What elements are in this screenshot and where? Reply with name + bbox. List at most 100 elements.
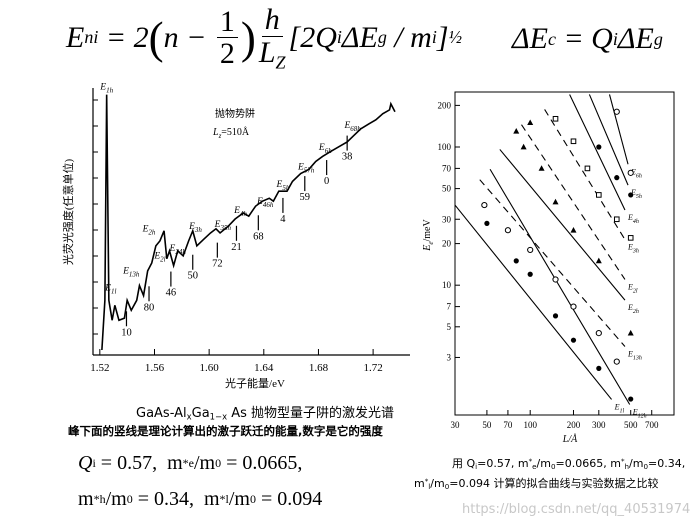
x-tick-label: 1.68 bbox=[309, 362, 329, 374]
curve-label: E3h bbox=[627, 243, 639, 255]
data-point bbox=[613, 216, 620, 223]
x-tick-label: 500 bbox=[624, 420, 638, 430]
peak-label: E2l bbox=[153, 252, 165, 264]
y-tick-label: 7 bbox=[447, 302, 452, 312]
curve-label: E13h bbox=[627, 350, 642, 362]
y-tick-label: 200 bbox=[438, 100, 452, 110]
peak-label: E1l bbox=[104, 284, 116, 296]
data-point bbox=[552, 115, 559, 122]
x-tick-label: 1.56 bbox=[145, 362, 165, 374]
y-axis-label-part: E bbox=[422, 245, 433, 252]
data-point bbox=[552, 198, 559, 205]
intensity-label: 80 bbox=[144, 302, 155, 313]
peak-label: E4h bbox=[233, 206, 247, 218]
watermark: https://blog.csdn.net/qq_40531974 bbox=[462, 502, 691, 517]
fit-curve bbox=[499, 149, 626, 301]
peak-label: E24h bbox=[169, 244, 187, 256]
data-point bbox=[596, 192, 602, 198]
x-tick-label: 1.52 bbox=[90, 362, 109, 374]
caption-right-1: 用 Qi=0.57, m*e/m0=0.0665, m*h/m0=0.34, bbox=[452, 456, 686, 472]
curve-label: E4h bbox=[627, 213, 639, 225]
data-point bbox=[613, 108, 620, 115]
y-tick-label: 70 bbox=[442, 163, 452, 173]
curve-label: E1l bbox=[614, 402, 625, 414]
y-tick-label: 30 bbox=[442, 214, 452, 224]
fit-curve bbox=[521, 124, 626, 280]
data-point bbox=[527, 271, 533, 277]
peak-label: E5h bbox=[276, 180, 290, 192]
data-point bbox=[527, 246, 534, 254]
fit-curve bbox=[489, 168, 631, 405]
data-point bbox=[628, 192, 634, 198]
intensity-label: 59 bbox=[300, 192, 311, 203]
x-tick-label: 100 bbox=[523, 420, 537, 430]
intensity-label: 72 bbox=[212, 259, 223, 270]
intensity-label: 10 bbox=[121, 327, 132, 338]
y-tick-label: 100 bbox=[438, 142, 452, 152]
fit-curve bbox=[454, 204, 612, 400]
data-point bbox=[538, 165, 545, 171]
peak-label: E3h bbox=[188, 222, 202, 234]
data-point bbox=[584, 165, 591, 172]
data-point bbox=[613, 358, 620, 365]
caption-left-1: GaAs-AlxGa1−x As 抛物型量子阱的激发光谱 bbox=[136, 406, 395, 422]
curve-label: E2l bbox=[627, 282, 638, 294]
data-point bbox=[627, 235, 634, 241]
data-point bbox=[570, 303, 577, 310]
data-point bbox=[627, 329, 634, 336]
curve-label: E2h bbox=[627, 303, 639, 315]
y-axis-label-part: /meV bbox=[422, 219, 433, 242]
curve-label: E5h bbox=[630, 188, 642, 200]
data-point bbox=[481, 201, 488, 209]
x-tick-label: 300 bbox=[592, 420, 606, 430]
data-point bbox=[504, 227, 512, 234]
x-tick-label: 1.64 bbox=[254, 362, 274, 374]
legend-text: 抛物势阱 bbox=[215, 107, 255, 120]
legend-text: Lz=510Å bbox=[212, 126, 250, 140]
fit-curve bbox=[588, 94, 629, 186]
peak-label: E2h bbox=[142, 224, 156, 236]
data-point bbox=[614, 175, 620, 181]
y-tick-label: 20 bbox=[442, 239, 452, 249]
data-point bbox=[513, 128, 520, 134]
fit-curve bbox=[479, 179, 626, 347]
peak-label: E68h bbox=[343, 121, 361, 133]
y-tick-label: 50 bbox=[442, 184, 452, 194]
fit-curve bbox=[608, 94, 629, 165]
y-axis-label: 光荧光强度(任意单位) bbox=[61, 159, 75, 266]
data-point bbox=[596, 144, 602, 150]
x-tick-label: 70 bbox=[503, 420, 513, 430]
data-point bbox=[595, 257, 602, 264]
y-tick-label: 5 bbox=[447, 322, 452, 332]
legend-text-part: L bbox=[212, 127, 219, 138]
x-tick-label: 200 bbox=[567, 420, 581, 430]
data-point bbox=[627, 169, 634, 176]
peak-label: E35h bbox=[214, 220, 232, 232]
curve-label: E12h bbox=[632, 407, 647, 419]
peak-label: E6h bbox=[318, 143, 332, 155]
y-axis-label: Ee/meV bbox=[422, 219, 435, 252]
intensity-label: 38 bbox=[342, 152, 353, 163]
x-tick-label: 30 bbox=[451, 420, 461, 430]
intensity-label: 4 bbox=[280, 214, 286, 225]
data-point bbox=[570, 226, 577, 233]
data-point bbox=[513, 258, 519, 264]
data-point bbox=[596, 365, 602, 371]
x-tick-label: 1.72 bbox=[363, 362, 382, 374]
data-point bbox=[527, 119, 534, 126]
spectrum-line bbox=[101, 94, 396, 351]
data-point bbox=[570, 138, 577, 145]
x-tick-label: 700 bbox=[645, 420, 659, 430]
x-axis-label: L/Å bbox=[562, 433, 578, 445]
intensity-label: 50 bbox=[187, 271, 198, 282]
data-point bbox=[552, 313, 559, 319]
caption-left-2: 峰下面的竖线是理论计算出的激子跃迁的能量,数字是它的强度 bbox=[68, 424, 383, 438]
peak-label: E1h bbox=[99, 82, 113, 94]
x-axis-label: 光子能量/eV bbox=[225, 376, 285, 390]
data-point bbox=[628, 396, 634, 402]
equation-bottom-2: m * h/m 0 = 0.34, m * l/m 0 = 0.094 bbox=[78, 488, 323, 510]
